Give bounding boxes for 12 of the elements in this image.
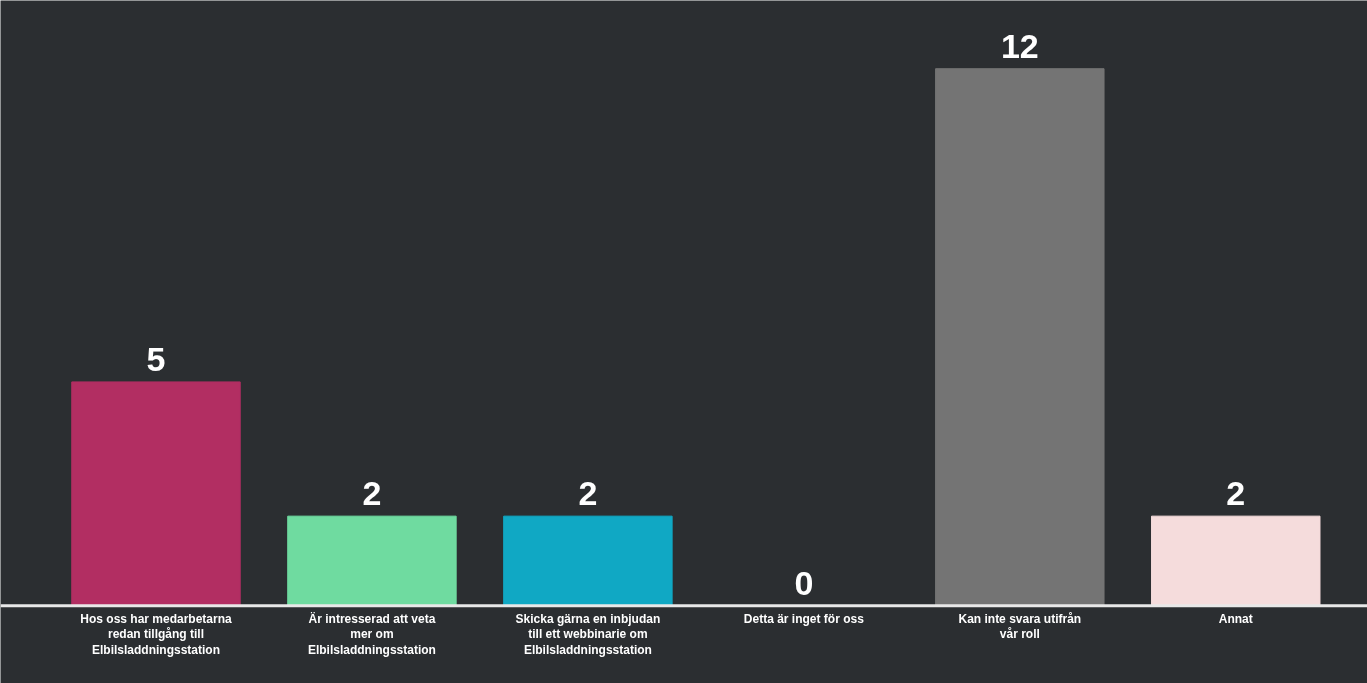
x-tick-label: Detta är inget för oss [743,612,865,627]
x-tick-label: Är intresserad att veta mer om Elbilsladdningsstation [307,611,436,657]
x-tick-label: Skicka gärna en inbjudan till ett webbinarie om Elbilsladdningsstation [515,612,661,657]
data-label: 2 [362,474,382,513]
data-label: 12 [1000,26,1039,65]
x-tick-label: Kan inte svara utifrån vår roll [958,612,1082,642]
x-tick-label: Annat [1218,612,1253,627]
data-label: 5 [146,340,166,379]
data-label: 2 [578,474,598,513]
x-tick-label: Hos oss har medarbetarna redan tillgång till Elbilsladdningsstation [80,612,233,657]
data-label: 2 [1226,474,1246,513]
data-label: 0 [794,563,814,602]
